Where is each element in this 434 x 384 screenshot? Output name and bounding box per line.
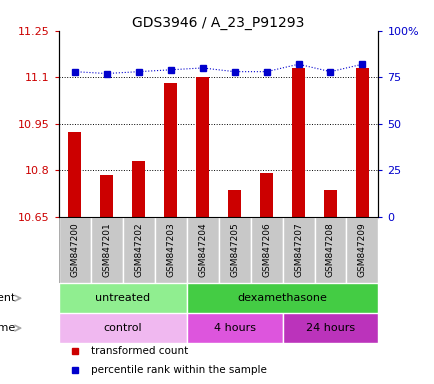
Text: untreated: untreated bbox=[95, 293, 150, 303]
Bar bbox=[196, 77, 208, 217]
Bar bbox=[164, 83, 177, 217]
Bar bbox=[314, 217, 345, 283]
Title: GDS3946 / A_23_P91293: GDS3946 / A_23_P91293 bbox=[132, 16, 304, 30]
Bar bbox=[282, 313, 378, 343]
Text: GSM847209: GSM847209 bbox=[357, 223, 366, 277]
Text: GSM847206: GSM847206 bbox=[261, 223, 270, 277]
Bar bbox=[122, 217, 155, 283]
Text: GSM847200: GSM847200 bbox=[70, 223, 79, 277]
Bar bbox=[186, 217, 218, 283]
Bar bbox=[292, 68, 304, 217]
Bar bbox=[186, 283, 378, 313]
Text: GSM847201: GSM847201 bbox=[102, 223, 111, 277]
Bar bbox=[59, 283, 186, 313]
Bar bbox=[355, 68, 368, 217]
Text: GSM847202: GSM847202 bbox=[134, 223, 143, 277]
Text: GSM847204: GSM847204 bbox=[197, 223, 207, 277]
Text: 4 hours: 4 hours bbox=[213, 323, 255, 333]
Text: transformed count: transformed count bbox=[91, 346, 187, 356]
Text: GSM847207: GSM847207 bbox=[293, 223, 302, 277]
Text: control: control bbox=[103, 323, 141, 333]
Bar bbox=[155, 217, 186, 283]
Text: agent: agent bbox=[0, 293, 16, 303]
Bar bbox=[228, 190, 240, 217]
Bar bbox=[59, 313, 186, 343]
Text: time: time bbox=[0, 323, 16, 333]
Bar bbox=[68, 131, 81, 217]
Bar bbox=[186, 313, 282, 343]
Bar bbox=[323, 190, 336, 217]
Bar bbox=[346, 217, 378, 283]
Bar bbox=[132, 161, 145, 217]
Bar bbox=[59, 217, 91, 283]
Text: GSM847205: GSM847205 bbox=[230, 223, 239, 277]
Bar bbox=[282, 217, 314, 283]
Text: GSM847208: GSM847208 bbox=[325, 223, 334, 277]
Text: dexamethasone: dexamethasone bbox=[237, 293, 327, 303]
Bar bbox=[260, 174, 272, 217]
Bar bbox=[250, 217, 282, 283]
Bar bbox=[100, 175, 113, 217]
Text: percentile rank within the sample: percentile rank within the sample bbox=[91, 365, 266, 375]
Bar bbox=[218, 217, 250, 283]
Bar bbox=[91, 217, 122, 283]
Text: 24 hours: 24 hours bbox=[305, 323, 354, 333]
Text: GSM847203: GSM847203 bbox=[166, 223, 175, 277]
